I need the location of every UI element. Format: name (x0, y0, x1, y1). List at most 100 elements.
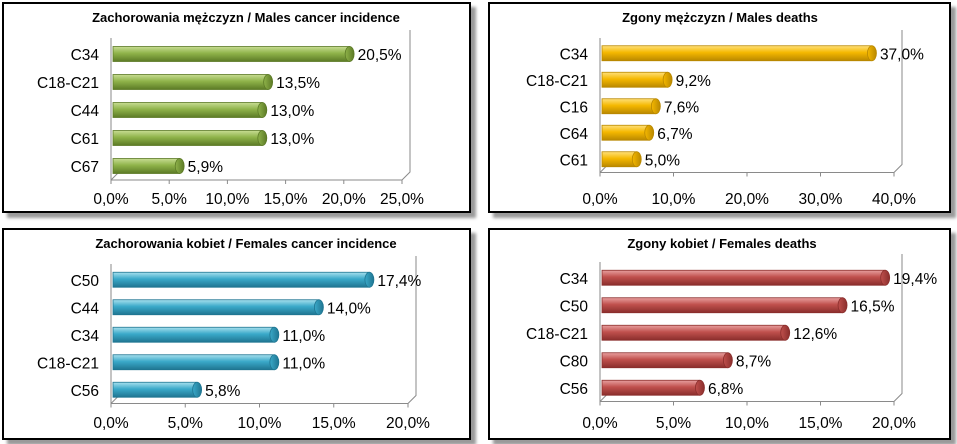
bar (601, 324, 786, 341)
bar (112, 299, 320, 316)
bar (112, 102, 263, 118)
bar-cap (269, 326, 280, 343)
bar-cap (644, 124, 655, 141)
data-label: 6,7% (657, 126, 693, 143)
bar (601, 379, 701, 396)
bar (601, 71, 669, 88)
bar (112, 74, 269, 90)
bar-cap (257, 102, 268, 118)
data-label: 11,0% (282, 355, 325, 372)
category-label: C16 (560, 99, 588, 116)
category-label: C64 (560, 126, 589, 143)
chart-svg: Zachorowania kobiet / Females cancer inc… (37, 236, 430, 432)
bar-cap (313, 299, 324, 316)
x-tick-label: 40,0% (872, 191, 916, 208)
category-label: C34 (71, 47, 100, 64)
data-label: 9,2% (676, 73, 712, 90)
bar (112, 130, 263, 146)
bar-cap (780, 324, 791, 341)
category-label: C56 (560, 381, 588, 398)
bar (601, 352, 729, 369)
x-tick-label: 10,0% (652, 191, 696, 208)
data-label: 11,0% (282, 328, 325, 345)
x-tick-label: 10,0% (725, 415, 769, 432)
bar-cap (662, 71, 673, 88)
category-label: C34 (560, 46, 589, 63)
data-label: 13,0% (270, 131, 314, 148)
x-tick-label: 20,0% (725, 191, 769, 208)
bar-cap (364, 271, 375, 288)
chart-svg: Zgony mężczyzn / Males deaths 0,0% 10,0% 20… (526, 10, 924, 208)
bar-cap (880, 269, 891, 286)
bar (112, 354, 275, 371)
x-tick-label: 0,0% (93, 191, 129, 208)
bar-cap (695, 379, 705, 396)
bar-cap (269, 354, 280, 371)
bar (112, 381, 198, 398)
x-tick-label: 20,0% (872, 415, 916, 432)
x-tick-label: 15,0% (799, 415, 843, 432)
category-label: C44 (71, 103, 100, 120)
category-label: C80 (560, 353, 589, 370)
x-tick-label: 5,0% (656, 415, 692, 432)
bar (112, 46, 351, 62)
bar (601, 124, 650, 141)
chart-title: Zgony kobiet / Females deaths (627, 236, 816, 251)
category-label: C34 (560, 271, 589, 288)
category-label: C18-C21 (526, 326, 588, 343)
x-tick-label: 15,0% (264, 191, 308, 208)
bar-cap (650, 98, 661, 115)
bar-cap (344, 46, 355, 62)
bar (601, 297, 843, 314)
x-tick-label: 0,0% (582, 415, 618, 432)
x-tick-label: 0,0% (582, 191, 618, 208)
bar-cap (631, 151, 642, 168)
category-label: C34 (71, 328, 100, 345)
data-label: 5,0% (645, 152, 681, 169)
chart-females-incidence: Zachorowania kobiet / Females cancer inc… (2, 228, 471, 440)
data-label: 7,6% (664, 99, 700, 116)
x-tick-label: 5,0% (152, 191, 188, 208)
data-label: 17,4% (377, 273, 421, 290)
bar (601, 151, 638, 168)
data-label: 19,4% (893, 271, 937, 288)
bar-cap (257, 130, 268, 146)
chart-females-deaths: Zgony kobiet / Females deaths 0,0% 5,0% 10,… (488, 228, 951, 440)
category-label: C18-C21 (37, 355, 99, 372)
data-label: 12,6% (793, 326, 837, 343)
bar (112, 158, 181, 174)
x-tick-label: 15,0% (312, 415, 356, 432)
chart-males-incidence: Zachorowania mężczyzn / Males cancer inc… (2, 2, 471, 213)
data-label: 14,0% (327, 300, 371, 317)
chart-title: Zachorowania mężczyzn / Males cancer inc… (92, 10, 400, 25)
bar-cap (867, 45, 877, 62)
x-tick-label: 25,0% (380, 191, 424, 208)
category-label: C56 (71, 383, 99, 400)
bar-cap (837, 297, 848, 314)
x-tick-label: 30,0% (799, 191, 843, 208)
category-label: C67 (71, 159, 99, 176)
data-label: 5,8% (205, 383, 241, 400)
bar-cap (192, 381, 203, 398)
chart-males-deaths: Zgony mężczyzn / Males deaths 0,0% 10,0% 20… (488, 2, 951, 213)
x-tick-label: 10,0% (238, 415, 282, 432)
chart-svg: Zgony kobiet / Females deaths 0,0% 5,0% 10,… (526, 236, 937, 432)
data-label: 20,5% (358, 47, 402, 64)
bar-cap (263, 74, 274, 90)
x-tick-label: 20,0% (386, 415, 430, 432)
x-tick-label: 10,0% (205, 191, 249, 208)
data-label: 8,7% (736, 353, 772, 370)
data-label: 6,8% (708, 381, 744, 398)
bar (601, 45, 873, 62)
bar (112, 326, 275, 343)
category-label: C18-C21 (526, 73, 588, 90)
category-label: C61 (71, 131, 99, 148)
bar (601, 269, 886, 286)
bar (601, 98, 657, 115)
bar-cap (722, 352, 733, 369)
bar (112, 271, 370, 288)
data-label: 13,5% (276, 75, 320, 92)
data-label: 13,0% (270, 103, 314, 120)
x-tick-label: 5,0% (168, 415, 204, 432)
bar-cap (174, 158, 185, 174)
